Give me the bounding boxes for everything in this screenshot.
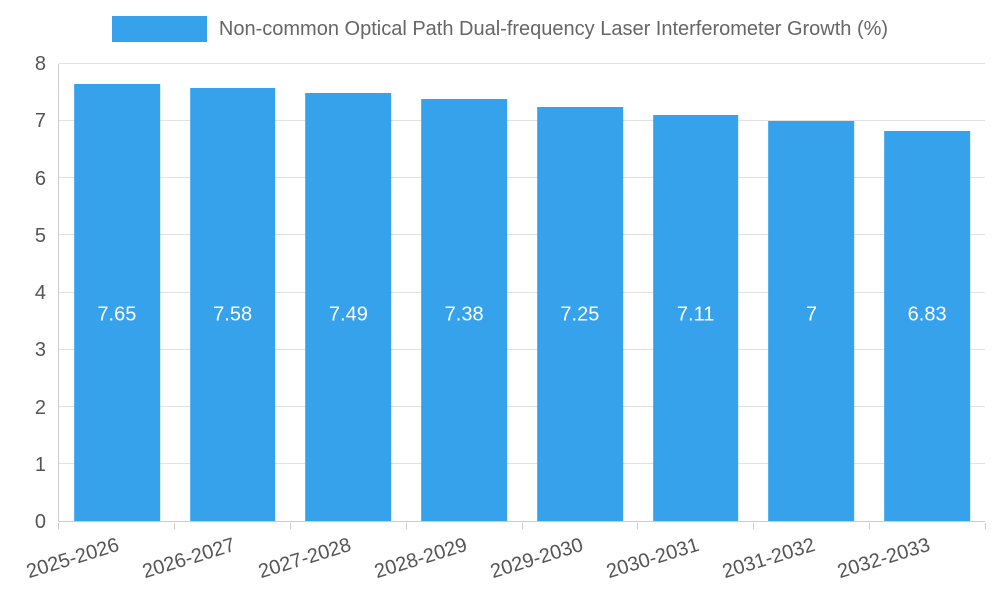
x-tick-label: 2025-2026 [24, 534, 123, 584]
x-tick-mark [753, 523, 755, 529]
bar [537, 106, 623, 521]
bar-value-label: 6.83 [907, 303, 947, 326]
bar [768, 121, 855, 521]
x-tick-label: 2032-2033 [835, 534, 934, 584]
y-tick-label: 2 [34, 396, 46, 419]
bar-value-label: 7.65 [97, 303, 137, 326]
gridline [59, 177, 985, 179]
bar-value-label: 7.49 [328, 303, 368, 326]
x-tick-mark [173, 523, 175, 529]
chart-legend[interactable]: Non-common Optical Path Dual-frequency L… [0, 16, 1000, 42]
x-tick-mark [869, 523, 871, 529]
y-tick-label: 3 [34, 339, 46, 362]
bar [189, 88, 276, 521]
bar [305, 93, 392, 521]
x-tick-label: 2031-2032 [719, 534, 818, 584]
gridline [59, 120, 985, 122]
y-tick-label: 4 [34, 282, 46, 304]
x-tick-label: 2027-2028 [255, 534, 354, 584]
x-tick-mark [58, 523, 59, 529]
bar [652, 114, 739, 521]
plot-area: 7.65 7.58 7.49 7.38 7.25 7.11 7 6.83 [58, 63, 985, 522]
bar-value-label: 7.58 [213, 303, 253, 326]
gridline [59, 234, 985, 236]
gridline [59, 462, 985, 464]
bar [421, 99, 507, 521]
bar [74, 84, 160, 521]
x-tick-mark [289, 523, 291, 529]
gridline [59, 348, 985, 350]
y-tick-label: 8 [34, 53, 46, 75]
x-tick-mark [985, 523, 986, 529]
chart-title: Non-common Optical Path Dual-frequency L… [218, 17, 889, 40]
bar-value-label: 7.25 [560, 303, 600, 326]
x-tick-mark [637, 523, 639, 529]
y-tick-label: 5 [34, 224, 46, 247]
x-tick-mark [521, 523, 523, 529]
bar-value-label: 7.11 [676, 303, 715, 326]
legend-swatch-icon [111, 16, 207, 42]
gridline [59, 405, 985, 407]
x-tick-label: 2030-2031 [603, 534, 702, 584]
x-tick-label: 2028-2029 [371, 534, 470, 584]
y-tick-label: 0 [34, 511, 46, 533]
y-axis: 0 1 2 3 4 5 6 7 8 [0, 54, 46, 532]
y-tick-label: 6 [34, 167, 46, 190]
bar [884, 130, 970, 521]
bar-value-label: 7.38 [444, 303, 484, 326]
gridline [59, 291, 985, 293]
y-tick-label: 1 [34, 453, 46, 476]
gridline [59, 63, 985, 64]
x-tick-label: 2029-2030 [487, 534, 586, 584]
x-tick-label: 2026-2027 [140, 534, 238, 584]
bar-value-label: 7 [805, 303, 817, 326]
x-axis: 2025-2026 2026-2027 2027-2028 2028-2029 2029… [24, 523, 986, 598]
x-tick-mark [405, 523, 407, 529]
y-tick-label: 7 [34, 110, 46, 133]
